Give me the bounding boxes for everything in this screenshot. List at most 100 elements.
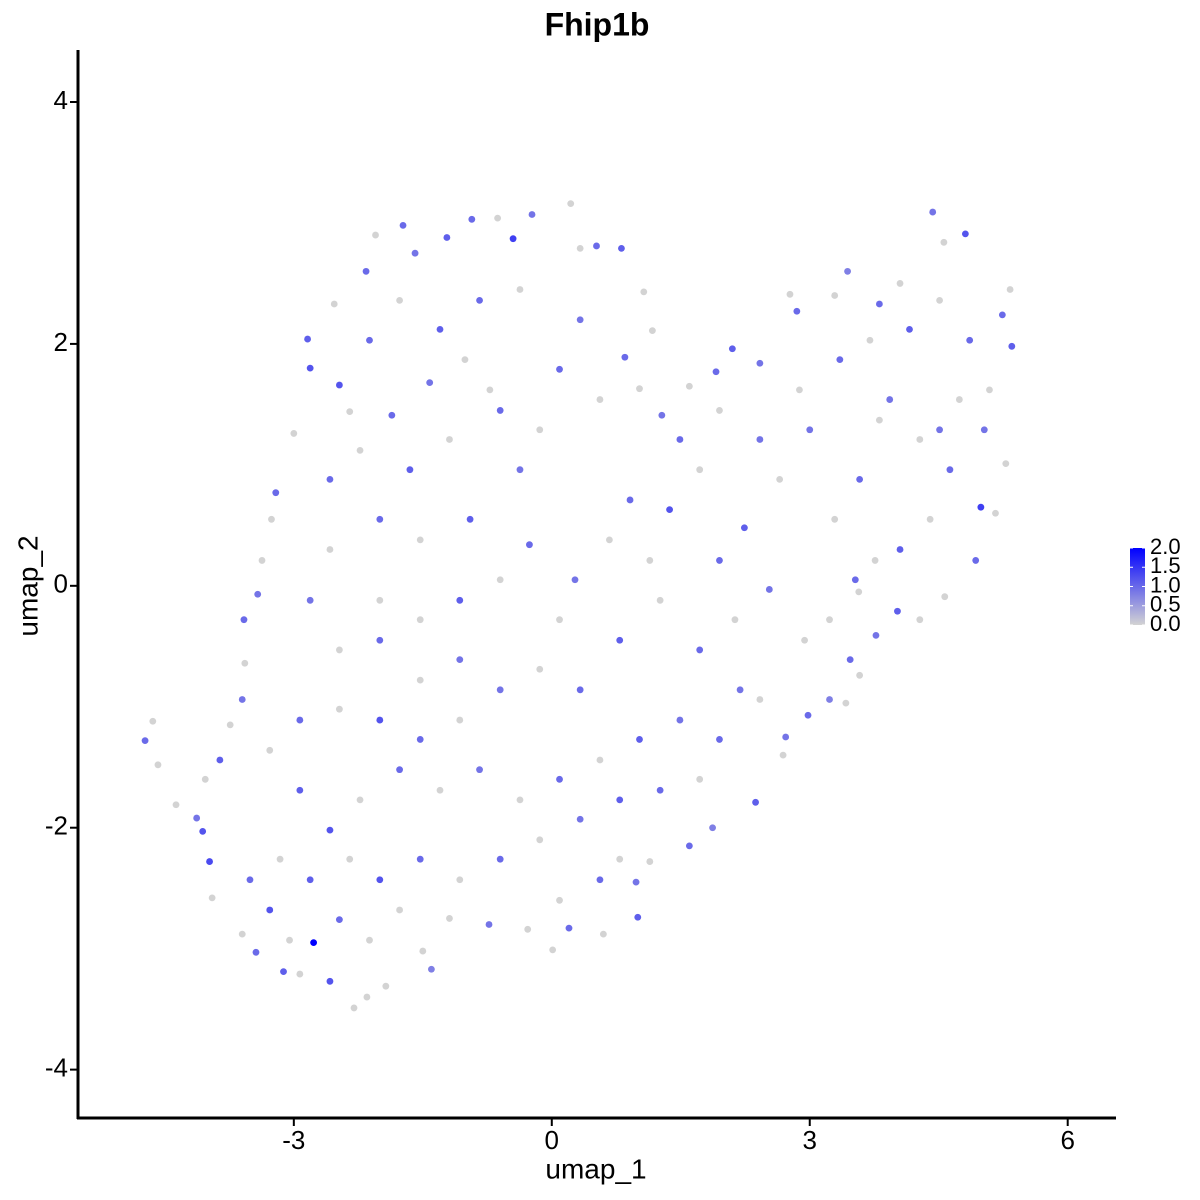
- cell-point: [916, 436, 924, 443]
- cell-point: [496, 855, 504, 863]
- cell-point: [599, 930, 607, 938]
- cell-point: [436, 786, 444, 794]
- cell-point: [456, 716, 464, 724]
- cell-point: [875, 416, 883, 424]
- cell-point: [556, 775, 563, 783]
- cell-point: [363, 993, 371, 1001]
- x-tick-label: 3: [803, 1125, 817, 1155]
- cell-point: [756, 696, 764, 703]
- cell-point: [296, 786, 304, 794]
- y-tick-label: -4: [45, 1052, 68, 1082]
- cell-point: [806, 426, 814, 434]
- cell-point: [992, 509, 999, 517]
- cell-point: [740, 524, 748, 532]
- cell-point: [977, 503, 985, 511]
- cell-point: [998, 311, 1006, 319]
- colorbar-tick-label: 2.0: [1150, 534, 1181, 559]
- colorbar-tick-label: 0.5: [1150, 592, 1181, 617]
- cell-point: [916, 616, 924, 624]
- cell-point: [356, 796, 364, 804]
- cell-point: [875, 300, 883, 308]
- colorbar-tick-label: 1.5: [1150, 553, 1181, 578]
- cell-point: [238, 696, 246, 703]
- cell-point: [576, 244, 584, 252]
- cell-point: [172, 801, 180, 809]
- cell-point: [416, 676, 424, 684]
- cell-point: [240, 616, 248, 624]
- cell-point: [842, 699, 850, 707]
- cell-point: [238, 930, 246, 938]
- cell-point: [621, 353, 629, 361]
- cell-point: [756, 359, 764, 367]
- cell-point: [350, 1004, 358, 1012]
- cell-point: [485, 921, 493, 928]
- cell-point: [149, 717, 157, 725]
- cell-point: [696, 466, 704, 474]
- cell-point: [856, 475, 864, 483]
- cell-point: [906, 325, 913, 333]
- cell-point: [676, 436, 684, 443]
- cell-point: [685, 842, 693, 850]
- cell-point: [216, 756, 224, 764]
- cell-point: [388, 411, 396, 419]
- cell-point: [616, 855, 624, 863]
- cell-point: [416, 616, 424, 624]
- cell-point: [941, 593, 949, 601]
- cell-point: [416, 855, 424, 863]
- cell-point: [524, 925, 532, 933]
- cell-point: [666, 506, 673, 514]
- cell-point: [335, 646, 343, 654]
- cell-point: [310, 939, 318, 947]
- y-tick-label: 4: [54, 85, 68, 115]
- cell-point: [526, 541, 533, 549]
- cell-point: [896, 546, 904, 553]
- cell-point: [605, 536, 613, 544]
- cell-point: [456, 596, 464, 604]
- cell-point: [296, 970, 304, 978]
- cell-point: [476, 766, 483, 774]
- cell-point: [752, 798, 759, 806]
- cell-point: [536, 836, 544, 844]
- cell-point: [456, 876, 464, 884]
- cell-point: [804, 711, 812, 719]
- cell-point: [793, 307, 801, 315]
- cell-point: [556, 896, 563, 904]
- cell-point: [372, 231, 379, 239]
- cell-point: [646, 858, 654, 865]
- cell-point: [836, 356, 844, 364]
- cell-point: [366, 336, 373, 344]
- cell-point: [346, 855, 354, 863]
- cell-point: [268, 515, 275, 523]
- cell-point: [426, 379, 434, 387]
- cell-point: [252, 948, 260, 956]
- x-tick-label: -3: [282, 1125, 305, 1155]
- cell-point: [516, 286, 524, 293]
- cell-point: [396, 296, 403, 304]
- cell-point: [709, 824, 716, 832]
- colorbar-tick-label: 1.0: [1150, 572, 1181, 597]
- points: [141, 200, 1016, 1012]
- cell-point: [241, 659, 249, 667]
- cell-point: [376, 636, 384, 644]
- cell-point: [716, 557, 723, 564]
- cell-point: [286, 936, 293, 944]
- cell-point: [356, 446, 364, 454]
- cell-point: [616, 796, 624, 804]
- cell-point: [756, 436, 764, 443]
- cell-point: [280, 968, 287, 976]
- cell-point: [272, 489, 280, 497]
- cell-point: [335, 705, 343, 713]
- cell-point: [696, 775, 704, 783]
- cell-point: [306, 364, 314, 372]
- cell-point: [461, 356, 469, 364]
- y-axis-title: umap_2: [12, 535, 43, 636]
- cell-point: [596, 396, 604, 403]
- cell-point: [206, 858, 213, 865]
- cell-point: [648, 327, 656, 335]
- cell-point: [376, 876, 384, 884]
- cell-point: [396, 906, 403, 914]
- cell-point: [399, 221, 407, 229]
- cell-point: [494, 214, 502, 222]
- cell-point: [567, 200, 575, 208]
